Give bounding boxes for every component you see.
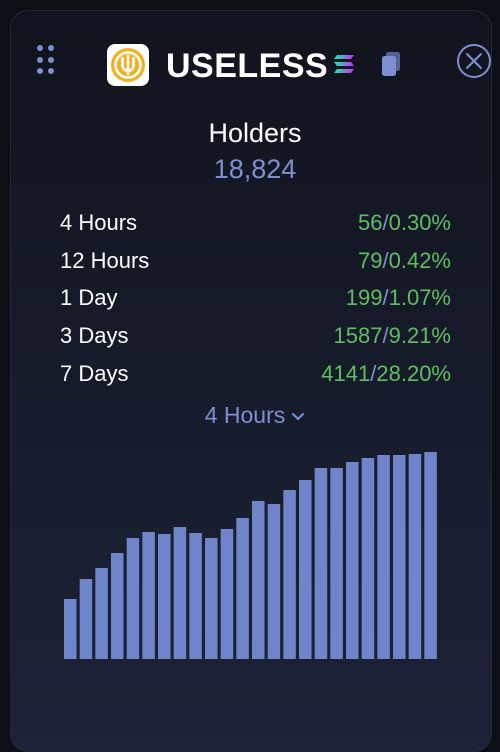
stat-count: 56 bbox=[358, 209, 383, 235]
stat-label: 4 Hours bbox=[60, 209, 138, 235]
stat-row-1-day: 1 Day 199/1.07% bbox=[60, 279, 451, 317]
holder-change-list: 4 Hours 56/0.30% 12 Hours 79/0.42% 1 Day… bbox=[60, 204, 451, 392]
stat-count: 1587 bbox=[333, 322, 383, 348]
stat-value: 4141/28.20% bbox=[321, 361, 451, 387]
period-dropdown[interactable]: 4 Hours bbox=[0, 402, 500, 429]
stat-label: 1 Day bbox=[60, 285, 118, 311]
close-icon[interactable] bbox=[456, 43, 492, 79]
stat-count: 79 bbox=[358, 247, 383, 273]
stat-percent: 0.42% bbox=[388, 247, 451, 273]
stat-label: 7 Days bbox=[60, 360, 129, 386]
stat-percent: 1.07% bbox=[388, 285, 451, 311]
stat-row-3-days: 3 Days 1587/9.21% bbox=[60, 317, 451, 355]
stat-row-7-days: 7 Days 4141/28.20% bbox=[60, 355, 451, 393]
stat-percent: 0.30% bbox=[388, 209, 451, 235]
drag-handle-icon[interactable] bbox=[37, 45, 55, 75]
token-name: USELESS bbox=[166, 47, 329, 85]
stat-separator: / bbox=[382, 322, 389, 348]
stat-value: 1587/9.21% bbox=[334, 323, 451, 349]
stat-separator: / bbox=[382, 285, 389, 311]
stat-label: 12 Hours bbox=[60, 247, 150, 273]
stat-count: 199 bbox=[345, 285, 383, 311]
stat-value: 56/0.30% bbox=[358, 210, 451, 236]
period-selected-label: 4 Hours bbox=[204, 402, 286, 428]
chevron-down-icon bbox=[292, 412, 305, 420]
token-logo-icon bbox=[107, 44, 149, 86]
copy-icon[interactable] bbox=[380, 51, 402, 77]
stat-percent: 28.20% bbox=[376, 360, 451, 386]
holders-label: Holders bbox=[208, 118, 302, 148]
stat-value: 79/0.42% bbox=[358, 248, 451, 274]
stat-percent: 9.21% bbox=[388, 322, 451, 348]
stat-row-12-hours: 12 Hours 79/0.42% bbox=[60, 242, 451, 280]
stat-separator: / bbox=[382, 209, 389, 235]
stat-count: 4141 bbox=[321, 360, 371, 386]
stat-row-4-hours: 4 Hours 56/0.30% bbox=[60, 204, 451, 242]
stat-separator: / bbox=[370, 360, 377, 386]
stat-value: 199/1.07% bbox=[346, 285, 451, 311]
stat-label: 3 Days bbox=[60, 322, 129, 348]
holders-count: 18,824 bbox=[213, 154, 297, 184]
stat-separator: / bbox=[382, 247, 389, 273]
solana-icon bbox=[334, 55, 354, 73]
